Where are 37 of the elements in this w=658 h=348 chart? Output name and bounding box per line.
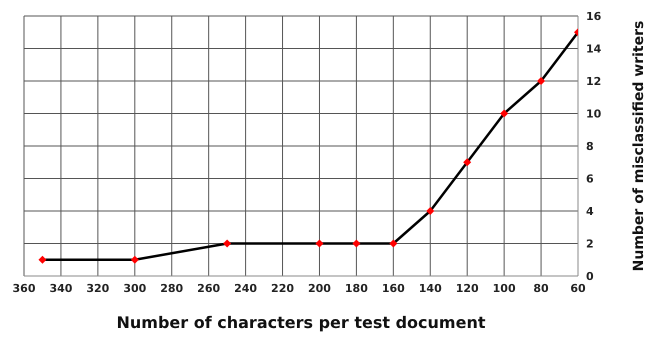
point <box>500 110 508 118</box>
x-tick-label: 160 <box>382 282 406 295</box>
x-tick-label: 320 <box>86 282 110 295</box>
x-tick-label: 280 <box>160 282 184 295</box>
x-tick-label: 220 <box>271 282 294 295</box>
y-tick-label: 12 <box>586 74 602 88</box>
y-tick-label: 2 <box>586 237 594 250</box>
point <box>537 77 546 85</box>
y-axis-title: Number of misclassified writers <box>630 20 647 272</box>
x-tick-label: 300 <box>123 282 147 295</box>
x-axis-title: Number of characters per test document <box>116 313 486 332</box>
x-tick-label: 260 <box>197 282 220 295</box>
x-tick-label: 140 <box>418 282 442 295</box>
point <box>38 256 46 264</box>
x-tick-label: 340 <box>49 282 73 295</box>
point <box>389 240 398 248</box>
x-tick-label: 60 <box>570 282 586 295</box>
y-tick-label: 8 <box>586 140 594 153</box>
y-tick-label: 6 <box>586 172 594 186</box>
point <box>315 240 324 248</box>
point <box>463 158 472 166</box>
x-tick-label: 120 <box>456 282 480 295</box>
x-tick-label: 240 <box>234 282 258 295</box>
point <box>130 256 139 264</box>
point <box>223 240 232 248</box>
x-tick-label: 80 <box>533 282 550 295</box>
y-tick-label: 0 <box>586 270 594 283</box>
point <box>352 240 360 248</box>
y-tick-label: 4 <box>586 204 594 218</box>
x-tick-label: 180 <box>344 282 368 295</box>
x-tick-label: 200 <box>308 282 332 295</box>
y-tick-label: 16 <box>586 10 602 23</box>
point <box>426 207 434 215</box>
y-tick-label: 10 <box>586 107 602 120</box>
x-tick-label: 100 <box>492 282 516 295</box>
x-tick-label: 360 <box>12 282 36 295</box>
y-tick-label: 14 <box>586 42 602 56</box>
